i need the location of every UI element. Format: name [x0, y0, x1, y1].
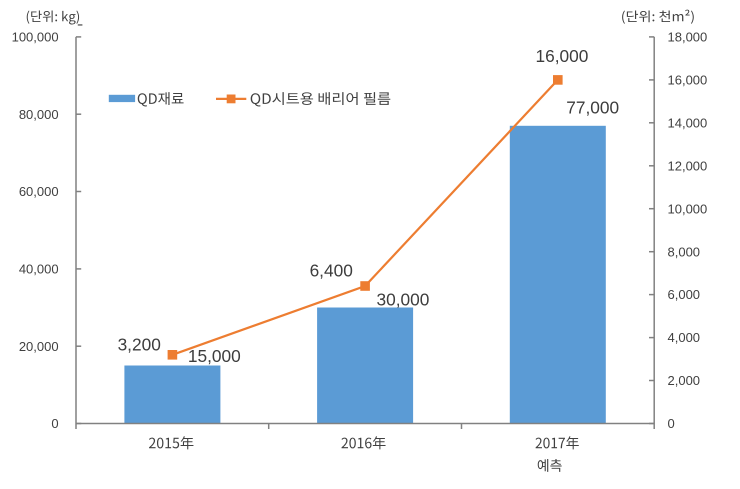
svg-text:8,000: 8,000	[668, 244, 701, 259]
svg-text:77,000: 77,000	[566, 98, 619, 118]
svg-text:80,000: 80,000	[19, 107, 59, 122]
svg-text:6,400: 6,400	[310, 260, 353, 280]
svg-text:14,000: 14,000	[668, 115, 708, 130]
svg-text:20,000: 20,000	[19, 339, 59, 354]
svg-text:100,000: 100,000	[12, 30, 59, 45]
svg-text:16,000: 16,000	[668, 73, 708, 88]
svg-text:18,000: 18,000	[668, 30, 708, 45]
svg-text:30,000: 30,000	[376, 289, 429, 309]
svg-text:60,000: 60,000	[19, 184, 59, 199]
svg-text:40,000: 40,000	[19, 262, 59, 277]
svg-text:12,000: 12,000	[668, 158, 708, 173]
svg-text:0: 0	[51, 416, 58, 431]
svg-text:6,000: 6,000	[668, 287, 701, 302]
svg-text:0: 0	[668, 416, 675, 431]
svg-text:15,000: 15,000	[188, 346, 241, 366]
svg-text:16,000: 16,000	[535, 46, 588, 66]
svg-text:3,200: 3,200	[118, 334, 161, 354]
svg-text:4,000: 4,000	[668, 330, 701, 345]
svg-text:2,000: 2,000	[668, 373, 701, 388]
svg-text:10,000: 10,000	[668, 201, 708, 216]
